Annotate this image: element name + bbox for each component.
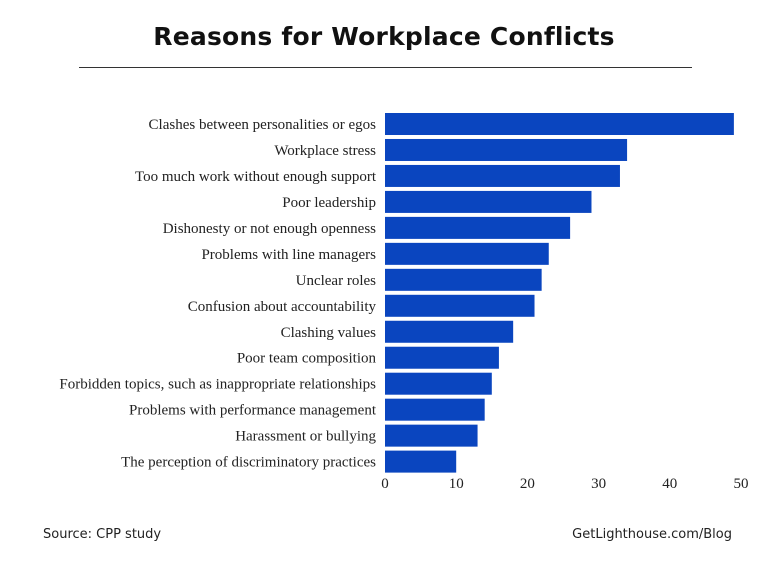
bar-10: [385, 372, 492, 395]
category-label-9: Poor team composition: [237, 351, 377, 367]
bar-13: [385, 450, 457, 473]
bar-3: [385, 190, 592, 213]
bar-8: [385, 320, 514, 343]
title-divider: [79, 67, 692, 68]
category-label-12: Harassment or bullying: [235, 429, 376, 445]
chart-title: Reasons for Workplace Conflicts: [153, 22, 615, 51]
bar-1: [385, 138, 628, 161]
category-label-7: Confusion about accountability: [188, 299, 377, 315]
category-label-6: Unclear roles: [296, 273, 377, 289]
category-labels: Clashes between personalities or egos Wor…: [59, 117, 376, 471]
bar-6: [385, 268, 542, 291]
category-label-8: Clashing values: [281, 325, 377, 341]
x-tick-label-5: 50: [734, 476, 749, 492]
bar-9: [385, 346, 499, 369]
bar-11: [385, 398, 485, 421]
category-label-3: Poor leadership: [282, 195, 376, 211]
x-axis-ticks: 0 10 20 30 40 50: [381, 476, 748, 492]
category-label-5: Problems with line managers: [201, 247, 376, 263]
category-label-2: Too much work without enough support: [135, 169, 377, 185]
bar-5: [385, 242, 549, 265]
category-label-1: Workplace stress: [274, 143, 376, 159]
x-tick-label-1: 10: [449, 476, 464, 492]
category-label-13: The perception of discriminatory practic…: [121, 455, 376, 471]
category-label-0: Clashes between personalities or egos: [149, 117, 377, 133]
category-label-11: Problems with performance management: [129, 403, 377, 419]
bars-group: [385, 113, 734, 473]
bar-4: [385, 216, 571, 239]
x-tick-label-3: 30: [591, 476, 606, 492]
bar-12: [385, 424, 478, 447]
x-tick-label-4: 40: [662, 476, 677, 492]
x-tick-label-2: 20: [520, 476, 535, 492]
category-label-10: Forbidden topics, such as inappropriate …: [59, 377, 376, 393]
credit-link[interactable]: GetLighthouse.com/Blog: [572, 527, 732, 542]
category-label-4: Dishonesty or not enough openness: [163, 221, 376, 237]
bar-0: [385, 113, 734, 135]
x-tick-label-0: 0: [381, 476, 389, 492]
bar-7: [385, 294, 535, 317]
source-note: Source: CPP study: [43, 527, 162, 542]
bar-2: [385, 164, 620, 187]
